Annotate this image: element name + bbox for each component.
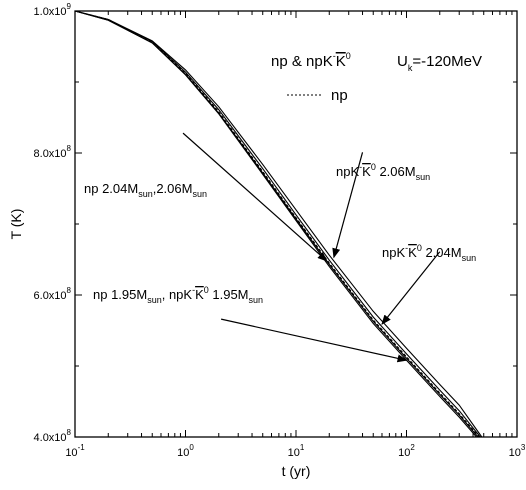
series-line-npk_206 (74, 10, 483, 438)
a4-p7: sun (249, 295, 264, 305)
a4-p5: 0 (204, 285, 209, 295)
legend-param-sub: k (408, 63, 413, 73)
a3-p5: sun (462, 253, 477, 263)
legend-title-main: np & npK (271, 53, 333, 70)
a2-p4: 2.06M (376, 164, 416, 179)
x-axis-title: t (yr) (282, 463, 311, 479)
series-line-np_204 (74, 10, 479, 438)
legend-title-kbar-sup: 0 (346, 51, 351, 61)
series-layer (74, 10, 483, 438)
x-tick-label: 103 (509, 443, 526, 459)
annotation-195: np 1.95Msun, npK-K0 1.95Msun (93, 285, 263, 305)
a2-p1: - (359, 162, 362, 172)
y-tick-label: 1.0x109 (34, 2, 72, 18)
legend-dashed-label: np (331, 87, 348, 104)
a3-p0: npK (382, 245, 405, 260)
y-axis-title: T (K) (8, 209, 24, 240)
a2-p0: npK (336, 164, 359, 179)
a2-p5: sun (416, 172, 431, 182)
annotation-arrow-a1 (182, 132, 328, 262)
plot-frame (74, 10, 518, 438)
a1-p0: np 2.04M (84, 181, 138, 196)
x-tick-label: 101 (288, 443, 305, 459)
series-line-np_206 (74, 10, 480, 438)
annotations-layer (182, 132, 441, 363)
a4-p1: sun (147, 295, 162, 305)
a4-p3: - (192, 285, 195, 295)
a4-p0: np 1.95M (93, 287, 147, 302)
y-tick-label: 4.0x108 (34, 428, 72, 444)
a2-p3: 0 (371, 162, 376, 172)
a1-p1: sun (138, 189, 153, 199)
legend-title-sup: - (333, 51, 336, 61)
legend-param-value: =-120MeV (412, 53, 482, 70)
annotation-np-204-206: np 2.04Msun,2.06Msun (84, 181, 207, 199)
a4-p6: 1.95M (209, 287, 249, 302)
a3-p1: - (405, 243, 408, 253)
series-line-np_195 (74, 10, 477, 438)
a3-p3: 0 (417, 243, 422, 253)
ticks-layer: 10-1 100 101 102 103 4.0x108 6.0x108 8.0x108 1.0… (34, 2, 526, 459)
annotation-npk-206: npK-K0 2.06Msun (336, 162, 430, 182)
a4-p4: K (195, 287, 204, 302)
legend-title-kbar: K (336, 53, 346, 70)
a3-p2: K (408, 245, 417, 260)
x-tick-label: 10-1 (65, 443, 85, 459)
annotation-arrow-a3 (381, 251, 441, 325)
a1-p3: sun (192, 189, 207, 199)
a4-p2: , npK (162, 287, 193, 302)
legend-param: Uk=-120MeV (397, 53, 482, 73)
x-tick-label: 100 (177, 443, 194, 459)
a1-p2: ,2.06M (153, 181, 193, 196)
y-tick-label: 6.0x108 (34, 286, 72, 302)
legend-param-main: U (397, 53, 408, 70)
annotation-arrow-a2 (332, 152, 364, 259)
a2-p2: K (362, 164, 371, 179)
a3-p4: 2.04M (422, 245, 462, 260)
y-tick-label: 8.0x108 (34, 144, 72, 160)
legend-title: np & npK-K0 (271, 51, 351, 70)
x-tick-label: 102 (398, 443, 415, 459)
annotation-npk-204: npK-K0 2.04Msun (382, 243, 476, 263)
legend: np & npK-K0 Uk=-120MeV np (271, 51, 482, 104)
annotation-arrow-a4 (220, 318, 408, 363)
